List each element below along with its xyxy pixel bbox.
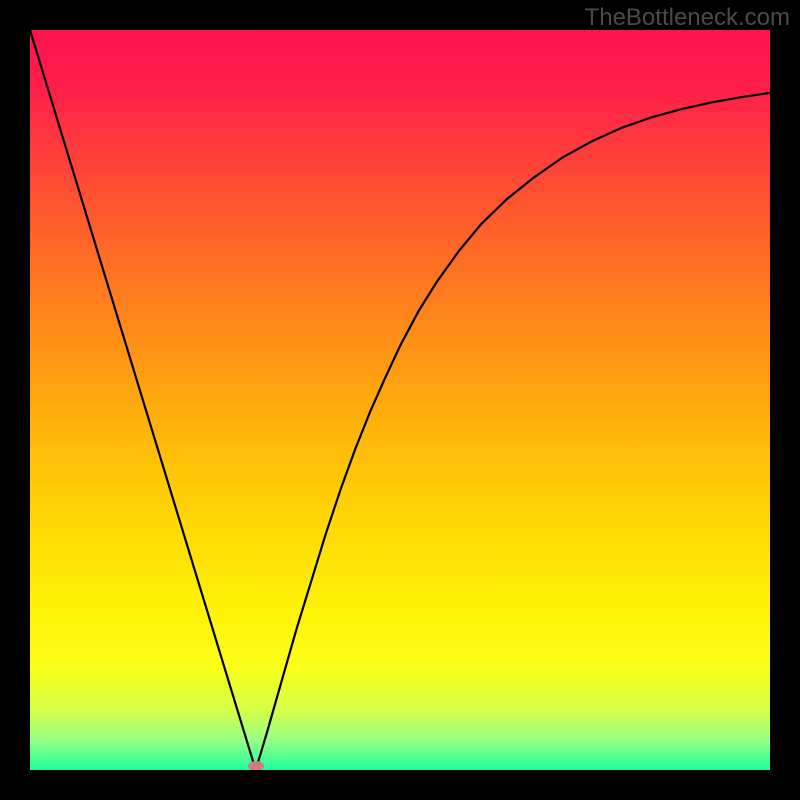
plot-area — [30, 30, 770, 770]
curve-right-branch — [256, 93, 770, 770]
watermark-text: TheBottleneck.com — [585, 4, 790, 32]
curve-left-branch — [30, 30, 256, 770]
min-marker — [248, 761, 264, 770]
curve-layer — [30, 30, 770, 770]
